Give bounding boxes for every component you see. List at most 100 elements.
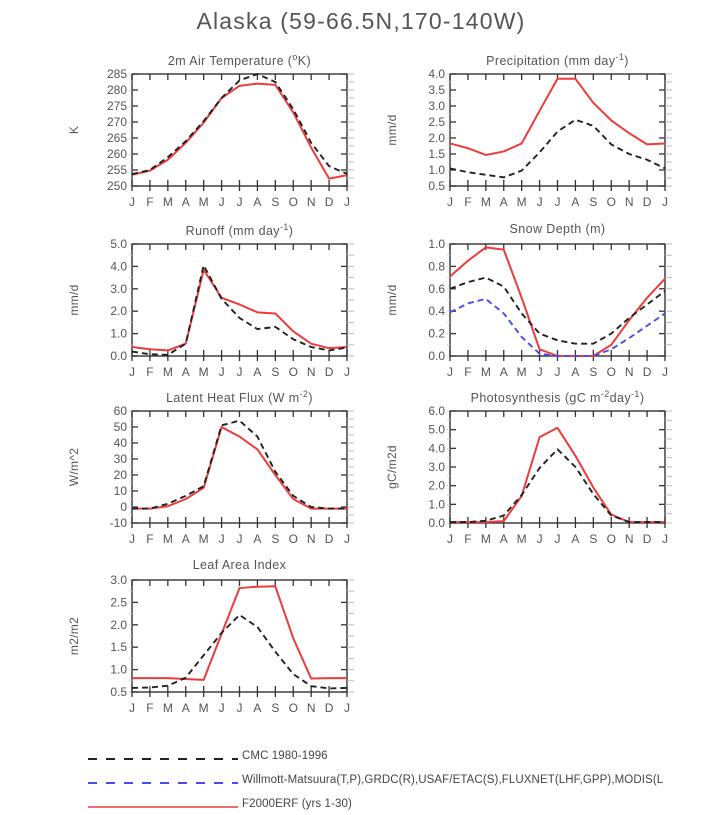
svg-text:2.0: 2.0: [110, 304, 127, 318]
svg-text:M: M: [163, 195, 173, 209]
legend-line-obs-entry: [88, 775, 238, 785]
legend-model-entry: F2000ERF (yrs 1-30): [88, 795, 722, 815]
svg-text:O: O: [289, 532, 298, 546]
svg-text:2.5: 2.5: [428, 115, 445, 129]
legend-label-obs-entry: Willmott-Matsuura(T,P),GRDC(R),USAF/ETAC…: [242, 773, 664, 786]
svg-text:30: 30: [114, 452, 128, 466]
svg-text:J: J: [219, 365, 225, 379]
svg-text:A: A: [253, 532, 261, 546]
series-precipitation-0: [449, 77, 666, 156]
svg-text:J: J: [237, 365, 243, 379]
svg-text:J: J: [237, 532, 243, 546]
svg-text:M: M: [481, 532, 491, 546]
plot-photosynthesis: 0.01.02.03.04.05.06.0J F M A M J J A S O N D J: [428, 404, 672, 546]
svg-text:4.0: 4.0: [428, 441, 445, 455]
svg-text:O: O: [289, 701, 298, 715]
svg-text:1.0: 1.0: [110, 327, 127, 341]
svg-text:J: J: [219, 195, 225, 209]
svg-text:3.5: 3.5: [428, 83, 445, 97]
svg-text:4.0: 4.0: [110, 259, 127, 273]
svg-text:50: 50: [114, 420, 128, 434]
plot-runoff: 0.01.02.03.04.05.0J F M A M J J A S O N D J: [110, 237, 354, 379]
svg-text:N: N: [625, 195, 634, 209]
svg-text:5.0: 5.0: [428, 423, 445, 437]
svg-text:J: J: [344, 532, 350, 546]
series-precipitation-1: [449, 118, 666, 179]
svg-text:3.0: 3.0: [428, 460, 445, 474]
svg-text:O: O: [607, 365, 616, 379]
svg-text:A: A: [253, 195, 261, 209]
svg-text:265: 265: [107, 131, 127, 145]
svg-text:J: J: [344, 701, 350, 715]
svg-text:J: J: [662, 195, 668, 209]
svg-text:M: M: [199, 532, 209, 546]
svg-text:F: F: [146, 701, 153, 715]
svg-text:0.4: 0.4: [428, 304, 445, 318]
svg-text:J: J: [537, 365, 543, 379]
svg-text:J: J: [129, 365, 135, 379]
svg-text:A: A: [182, 195, 190, 209]
svg-text:1.5: 1.5: [428, 147, 445, 161]
svg-text:1.0: 1.0: [428, 497, 445, 511]
plot-snow-depth: 0.00.20.40.60.81.0J F M A M J J A S O N D J: [428, 237, 672, 379]
svg-text:260: 260: [107, 147, 127, 161]
svg-text:D: D: [325, 532, 334, 546]
svg-text:D: D: [643, 365, 652, 379]
legend: CMC 1980-1996 Willmott-Matsuura(T,P),GRDC…: [0, 745, 722, 813]
svg-text:F: F: [146, 365, 153, 379]
svg-text:J: J: [237, 195, 243, 209]
legend-line-cmc-entry: [88, 751, 238, 761]
svg-text:S: S: [271, 195, 279, 209]
panel-title-runoff: Runoff (mm day-1): [185, 222, 294, 239]
svg-text:S: S: [271, 701, 279, 715]
svg-text:A: A: [253, 701, 261, 715]
series-runoff-0: [131, 268, 348, 352]
plot-leaf-area-index: 0.51.01.52.02.53.0J F M A M J J A S O N D J: [110, 573, 354, 715]
svg-text:2.5: 2.5: [110, 595, 127, 609]
svg-text:A: A: [500, 365, 508, 379]
svg-text:A: A: [182, 365, 190, 379]
series-snow-depth-1: [449, 276, 666, 345]
series-photosynthesis-0: [450, 426, 665, 524]
svg-text:O: O: [289, 195, 298, 209]
series-leaf-area-index-1: [131, 613, 348, 690]
svg-text:J: J: [537, 532, 543, 546]
svg-text:J: J: [344, 195, 350, 209]
svg-text:J: J: [129, 701, 135, 715]
svg-text:N: N: [625, 532, 634, 546]
svg-text:40: 40: [114, 436, 128, 450]
svg-text:6.0: 6.0: [428, 404, 445, 418]
svg-text:3.0: 3.0: [110, 282, 127, 296]
svg-text:D: D: [325, 701, 334, 715]
svg-text:J: J: [344, 365, 350, 379]
series-snow-depth-2: [449, 297, 666, 357]
svg-text:0.0: 0.0: [428, 349, 445, 363]
panel-precipitation: Precipitation (mm day-1) mm/d 0.5 1.0 1.5 2.0…: [378, 52, 691, 216]
series-photosynthesis-1: [450, 448, 665, 524]
svg-text:J: J: [129, 532, 135, 546]
legend-label-model-entry: F2000ERF (yrs 1-30): [242, 797, 352, 810]
panel-title-leaf-area-index: Leaf Area Index: [192, 558, 287, 572]
svg-text:J: J: [447, 365, 453, 379]
svg-text:1.5: 1.5: [110, 640, 127, 654]
svg-text:A: A: [571, 532, 579, 546]
svg-text:0: 0: [120, 500, 127, 514]
svg-text:S: S: [589, 195, 597, 209]
svg-text:A: A: [500, 532, 508, 546]
panel-title-latent-heat-flux: Latent Heat Flux (W m-2): [166, 389, 313, 406]
panel-title-air-temperature: 2m Air Temperature (oK): [167, 52, 312, 69]
svg-text:D: D: [325, 365, 334, 379]
svg-text:M: M: [517, 365, 527, 379]
svg-text:O: O: [289, 365, 298, 379]
panel-title-precipitation: Precipitation (mm day-1): [486, 52, 629, 69]
svg-text:N: N: [307, 701, 316, 715]
legend-line-model-entry: [88, 799, 238, 809]
svg-text:J: J: [555, 365, 561, 379]
svg-text:J: J: [662, 532, 668, 546]
svg-text:A: A: [182, 701, 190, 715]
svg-text:M: M: [481, 195, 491, 209]
svg-text:J: J: [219, 701, 225, 715]
svg-text:250: 250: [107, 179, 127, 193]
svg-text:D: D: [643, 532, 652, 546]
panel-latent-heat-flux: Latent Heat Flux (W m-2) W/m^2 -10 0 10 20 30 4…: [60, 389, 373, 553]
